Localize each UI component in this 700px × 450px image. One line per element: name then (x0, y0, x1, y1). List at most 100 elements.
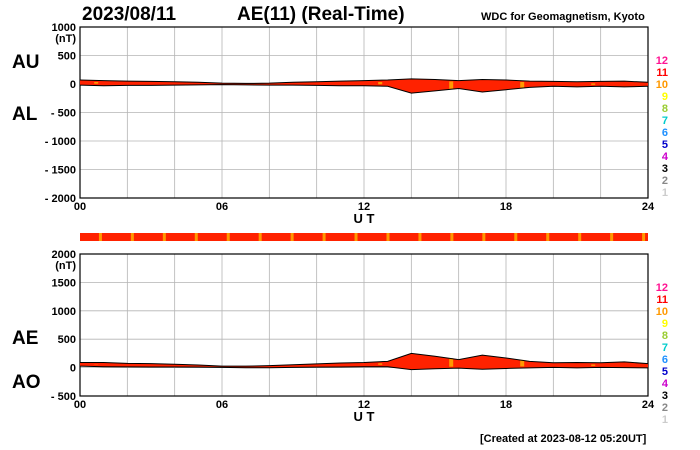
p1-ytick-label: 2000 (52, 249, 76, 261)
p0-ytick-label: - 500 (51, 108, 76, 120)
p1-legend-level: 1 (662, 414, 668, 426)
p0-ytick-label: 1000 (52, 22, 76, 34)
p1-legend-level: 9 (662, 318, 668, 330)
strip-accent (546, 233, 550, 241)
p1-unit-label: (nT) (55, 260, 76, 272)
bottom-panel-area (79, 352, 649, 371)
strip-base (80, 233, 648, 241)
p1-xtick-label: 24 (642, 399, 655, 411)
p0-xtick-label: 18 (500, 201, 512, 213)
p1-legend-level: 5 (662, 366, 668, 378)
p1-ytick-label: - 500 (51, 391, 76, 403)
p0-ytick-label: - 2000 (45, 193, 76, 205)
p0-ytick-label: 0 (70, 79, 76, 91)
strip-accent (386, 233, 390, 241)
p1-ytick-label: 1500 (52, 277, 76, 289)
p0-legend-level: 11 (656, 67, 668, 79)
p0-upper-line (79, 78, 649, 84)
created-timestamp: [Created at 2023-08-12 05:20UT] (480, 433, 647, 445)
p1-legend-level: 7 (662, 342, 668, 354)
strip-accent (450, 233, 454, 241)
strip-accent (418, 233, 422, 241)
p0-accent-band (591, 83, 596, 85)
p1-lower-line (79, 365, 649, 371)
p0-legend-level: 2 (662, 175, 668, 187)
p1-ytick-label: 0 (70, 363, 76, 375)
p1-accent-band (591, 364, 596, 366)
p0-legend-level: 7 (662, 115, 668, 127)
p0-legend-level: 8 (662, 103, 668, 115)
p1-legend-level: 10 (656, 306, 668, 318)
p1-legend-level: 12 (656, 282, 668, 294)
p0-accent-band (520, 82, 525, 88)
strip-accent (578, 233, 582, 241)
p1-xtick-label: 18 (500, 399, 512, 411)
p0-legend-level: 6 (662, 127, 668, 139)
p1-accent-band (449, 358, 454, 367)
strip-accent (354, 233, 358, 241)
p1-accent-band (378, 363, 383, 365)
p1-legend-level: 3 (662, 390, 668, 402)
p0-xtick-label: 24 (642, 201, 655, 213)
p0-ytick-label: - 1000 (45, 136, 76, 148)
ao-label: AO (12, 372, 41, 393)
strip-accent (482, 233, 486, 241)
p1-legend-level: 8 (662, 330, 668, 342)
top-panel-area (79, 78, 649, 94)
p0-xtick-label: 00 (74, 201, 86, 213)
p1-xtick-label: 00 (74, 399, 86, 411)
strip-accent (610, 233, 614, 241)
strip-accent (514, 233, 518, 241)
p1-ytick-label: 500 (58, 334, 76, 346)
p1-legend-level: 6 (662, 354, 668, 366)
p0-legend-level: 1 (662, 187, 668, 199)
p1-frame (79, 253, 649, 397)
strip-accent (322, 233, 326, 241)
p1-xtick-label: 06 (216, 399, 228, 411)
strip-accent (98, 233, 102, 241)
data-source: WDC for Geomagnetism, Kyoto (481, 11, 645, 23)
p1-ytick-label: 1000 (52, 306, 76, 318)
p0-legend-level: 5 (662, 139, 668, 151)
p1-xtick-label: 12 (358, 399, 370, 411)
p1-legend-level: 4 (662, 378, 669, 390)
p0-lower-line (79, 84, 649, 94)
strip-accent (194, 233, 198, 241)
p0-unit-label: (nT) (55, 33, 76, 45)
p0-legend-level: 3 (662, 163, 668, 175)
strip-accent (162, 233, 166, 241)
strip-accent (642, 233, 646, 241)
plot-date: 2023/08/11 (82, 4, 177, 25)
p0-xtick-label: 06 (216, 201, 228, 213)
p0-ytick-label: 500 (58, 51, 76, 63)
p0-ytick-label: - 1500 (45, 165, 76, 177)
p0-legend-level: 4 (662, 151, 669, 163)
activity-strip (80, 233, 648, 241)
plot-title: AE(11) (Real-Time) (237, 4, 405, 25)
top-panel-grid (79, 26, 649, 199)
p0-xtick-label: 12 (358, 201, 370, 213)
p1-upper-line (80, 352, 649, 367)
p0-accent-band (94, 82, 99, 84)
p0-legend-level: 9 (662, 91, 668, 103)
strip-accent (290, 233, 294, 241)
ae-label: AE (12, 328, 39, 349)
p0-legend-level: 10 (656, 79, 668, 91)
p1-accent-band (520, 359, 525, 367)
p1-legend-level: 11 (656, 294, 668, 306)
p0-legend-level: 12 (656, 55, 668, 67)
p1-xlabel: U T (354, 409, 375, 424)
p0-xlabel: U T (354, 211, 375, 226)
p0-accent-band (378, 82, 383, 85)
bottom-panel-grid (79, 253, 649, 397)
au-label: AU (12, 52, 40, 73)
p0-frame (79, 26, 649, 199)
strip-accent (226, 233, 230, 241)
strip-accent (258, 233, 262, 241)
p1-area-fill (80, 353, 648, 370)
strip-accent (130, 233, 134, 241)
p0-accent-band (449, 81, 454, 89)
p1-legend-level: 2 (662, 402, 668, 414)
